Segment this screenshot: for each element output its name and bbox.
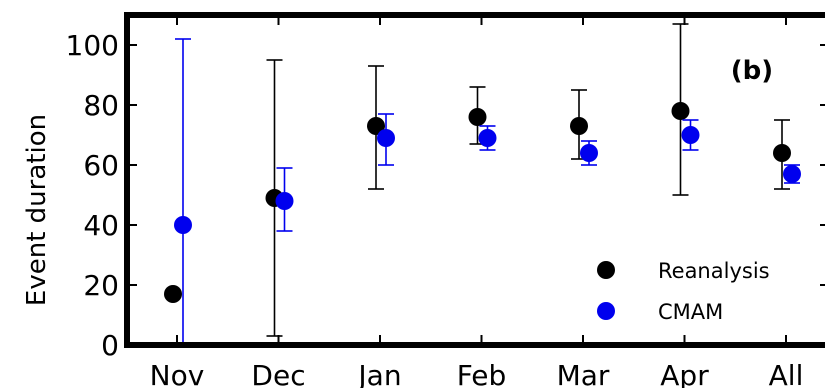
cmam-point: [681, 126, 700, 144]
cmam-point: [377, 129, 395, 147]
cmam-point: [174, 216, 192, 234]
x-tick-label: Mar: [557, 359, 610, 388]
y-tick-label: 40: [83, 209, 119, 242]
plot-frame: [124, 12, 825, 348]
reanalysis-point: [570, 117, 588, 135]
reanalysis-point: [773, 144, 791, 162]
y-tick-label: 100: [66, 29, 119, 62]
x-tick-label: Jan: [356, 359, 401, 388]
reanalysis-point: [671, 102, 690, 120]
legend-label-cmam: CMAM: [658, 300, 723, 324]
y-tick-label: 60: [83, 149, 119, 182]
legend-marker-reanalysis: [597, 261, 615, 279]
cmam-point: [580, 144, 598, 162]
cmam-point: [478, 129, 497, 147]
y-tick-label: 0: [101, 329, 119, 362]
reanalysis-point: [164, 285, 182, 303]
cmam-point: [783, 165, 801, 183]
x-tick-label: Apr: [660, 359, 709, 388]
chart-axes: 0 20 40 60 80 100 Nov Dec Jan Feb Mar Apr All: [66, 15, 825, 388]
cmam-point: [275, 192, 294, 210]
x-tick-label: Feb: [457, 359, 507, 388]
legend: Reanalysis CMAM: [597, 259, 770, 324]
x-tick-label: All: [769, 359, 804, 388]
y-tick-label: 20: [83, 269, 119, 302]
y-tick-label: 80: [83, 89, 119, 122]
panel-label: (b): [731, 56, 773, 86]
y-axis-label: Event duration: [22, 114, 52, 306]
legend-marker-cmam: [597, 302, 615, 320]
reanalysis-point: [468, 108, 487, 126]
x-tick-label: Nov: [150, 359, 205, 388]
legend-label-reanalysis: Reanalysis: [658, 259, 770, 283]
reanalysis-point: [367, 117, 385, 135]
x-tick-label: Dec: [251, 359, 305, 388]
chart-marks: [164, 23, 801, 345]
